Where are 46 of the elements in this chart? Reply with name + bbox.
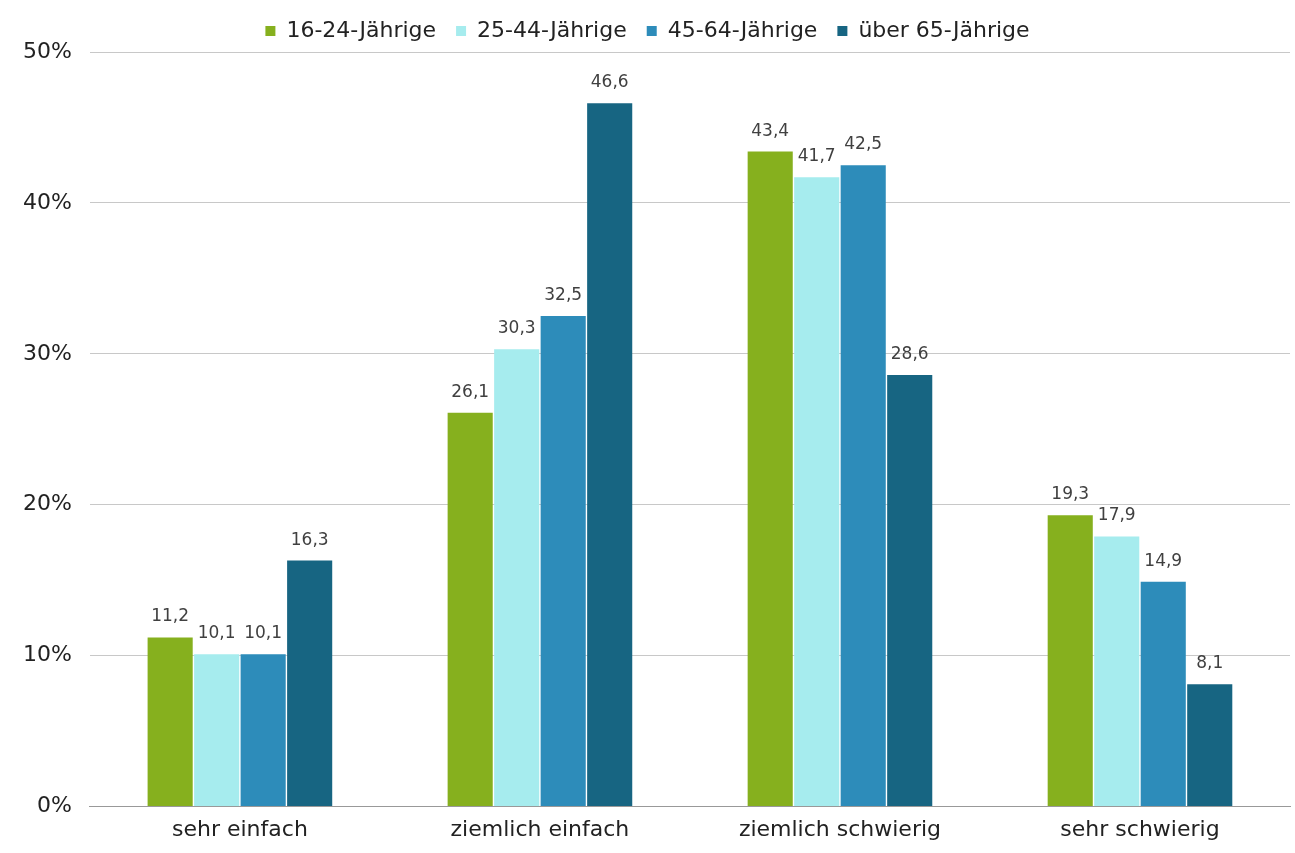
legend-label: 25-44-Jährige — [477, 16, 627, 42]
data-label: 30,3 — [497, 317, 536, 338]
bar — [1187, 684, 1233, 807]
y-tick-label: 50% — [22, 37, 72, 63]
bar — [447, 412, 493, 807]
bar — [1094, 536, 1140, 807]
y-tick-label: 10% — [22, 641, 72, 667]
bar — [840, 165, 886, 807]
legend-label: 45-64-Jährige — [667, 16, 818, 42]
y-tick-label: 30% — [22, 339, 72, 365]
data-label: 28,6 — [890, 342, 929, 363]
y-tick-label: 0% — [36, 792, 72, 818]
legend-label: über 65-Jährige — [858, 16, 1030, 42]
bar — [1140, 581, 1186, 807]
data-label: 32,5 — [544, 284, 583, 305]
bar — [747, 151, 793, 807]
data-label: 10,1 — [244, 622, 283, 643]
bar — [887, 374, 933, 807]
y-tick-label: 20% — [22, 490, 72, 516]
legend-label: 16-24-Jährige — [286, 16, 437, 42]
x-tick-label: ziemlich schwierig — [738, 815, 942, 841]
data-label: 8,1 — [1196, 652, 1224, 673]
x-tick-label: sehr einfach — [171, 815, 308, 841]
y-tick-label: 40% — [22, 188, 72, 214]
data-label: 19,3 — [1051, 483, 1090, 504]
data-label: 42,5 — [844, 133, 883, 154]
data-label: 16,3 — [290, 528, 329, 549]
data-label: 46,6 — [590, 71, 629, 92]
bar — [794, 177, 840, 807]
bar — [494, 349, 540, 807]
x-tick-label: ziemlich einfach — [450, 815, 630, 841]
bar — [1047, 515, 1093, 807]
bar — [540, 316, 586, 807]
bar — [194, 654, 240, 807]
bar — [587, 103, 633, 807]
data-label: 26,1 — [451, 380, 490, 401]
data-label: 17,9 — [1097, 504, 1136, 525]
bar — [287, 560, 333, 807]
bar — [147, 637, 193, 807]
data-label: 14,9 — [1144, 549, 1183, 570]
data-label: 10,1 — [197, 622, 236, 643]
x-tick-label: sehr schwierig — [1060, 815, 1220, 841]
data-label: 41,7 — [797, 145, 836, 166]
data-label: 43,4 — [751, 119, 790, 140]
data-label: 11,2 — [151, 605, 190, 626]
bar — [240, 654, 286, 807]
